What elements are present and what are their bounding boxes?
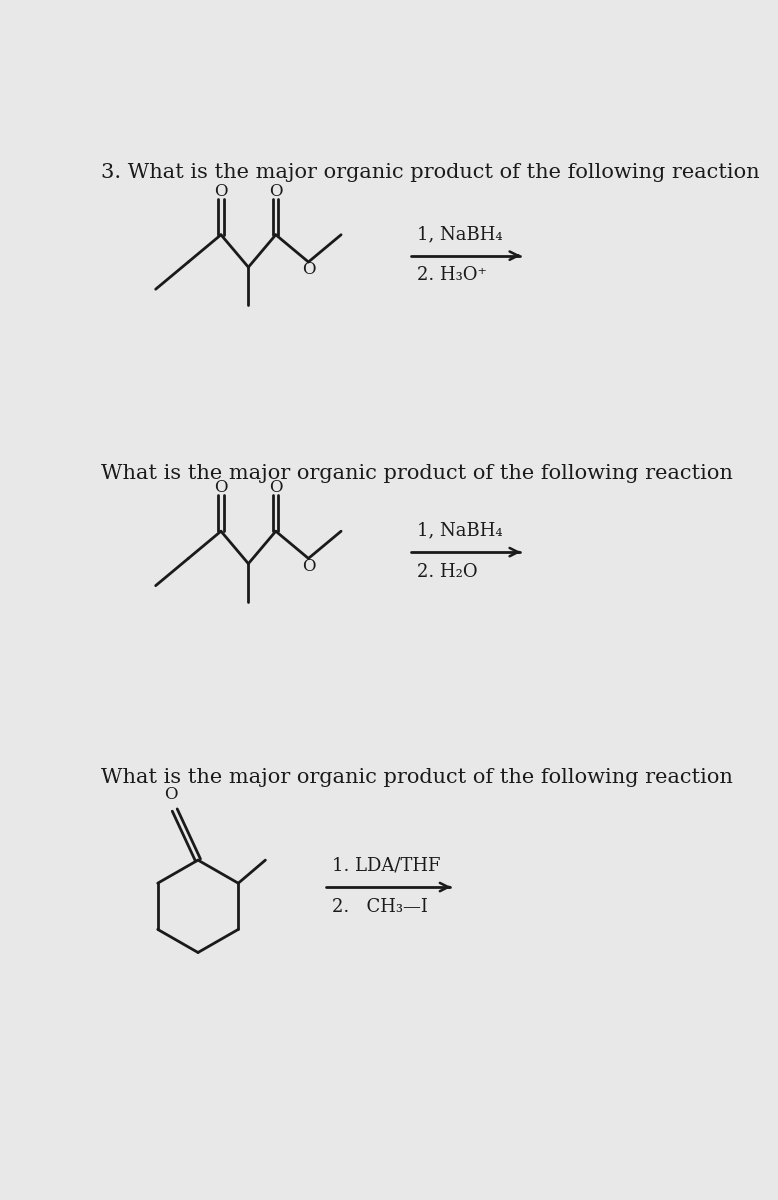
Text: What is the major organic product of the following reaction: What is the major organic product of the… [101,463,733,482]
Text: O: O [302,558,315,575]
Text: O: O [269,182,282,199]
Text: O: O [164,786,177,803]
Text: O: O [214,479,228,496]
Text: 1, NaBH₄: 1, NaBH₄ [417,226,503,244]
Text: 2. H₂O: 2. H₂O [417,563,478,581]
Text: 3. What is the major organic product of the following reaction: 3. What is the major organic product of … [101,163,760,182]
Text: O: O [269,479,282,496]
Text: O: O [302,262,315,278]
Text: O: O [214,182,228,199]
Text: 2. H₃O⁺: 2. H₃O⁺ [417,266,487,284]
Text: 2.   CH₃—I: 2. CH₃—I [332,898,428,916]
Text: What is the major organic product of the following reaction: What is the major organic product of the… [101,768,733,787]
Text: 1. LDA/THF: 1. LDA/THF [332,857,440,875]
Text: 1, NaBH₄: 1, NaBH₄ [417,522,503,540]
